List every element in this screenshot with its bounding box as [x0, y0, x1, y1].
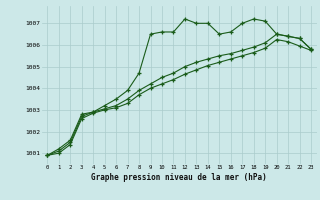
X-axis label: Graphe pression niveau de la mer (hPa): Graphe pression niveau de la mer (hPa) [91, 173, 267, 182]
